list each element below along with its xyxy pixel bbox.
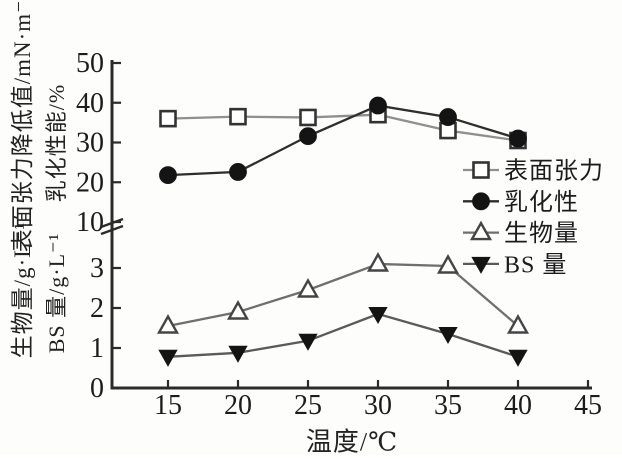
y-tick-label-lower: 2 <box>90 293 104 324</box>
x-tick-label: 35 <box>434 390 462 421</box>
x-axis-label: 温度/℃ <box>305 427 399 457</box>
marker-biomass <box>436 254 460 274</box>
y-tick-label-upper: 30 <box>76 128 104 159</box>
marker-emulsification <box>369 96 387 115</box>
y-tick-label-lower: 3 <box>90 253 104 284</box>
marker-bs-amount <box>508 349 528 367</box>
x-tick-label: 15 <box>154 390 182 421</box>
marker-biomass <box>296 278 320 298</box>
legend-item: BS 量 <box>463 252 567 278</box>
y-tick-label-upper: 50 <box>76 48 104 79</box>
y-tick-label-lower: 1 <box>90 333 104 364</box>
legend-item: 乳化性 <box>463 189 579 216</box>
legend-marker-biomass <box>469 220 493 241</box>
marker-emulsification <box>509 129 527 148</box>
marker-emulsification <box>159 166 177 184</box>
x-tick-label: 45 <box>574 390 602 421</box>
legend-marker-bs-amount <box>471 256 491 274</box>
series-line-emulsification <box>167 104 519 177</box>
legend-label: 表面张力 <box>504 158 604 185</box>
legend-label: 生物量 <box>504 220 579 247</box>
y-tick-label-upper: 10 <box>76 207 104 238</box>
series-surface-tension <box>159 105 527 150</box>
legend-marker-surface-tension <box>472 161 490 179</box>
series-bs-amount <box>158 307 528 367</box>
series-biomass <box>156 252 530 334</box>
marker-biomass <box>226 300 250 320</box>
marker-bs-amount <box>438 327 458 345</box>
y-tick-label-lower: 0 <box>90 373 104 404</box>
marker-emulsification <box>439 108 457 126</box>
y-tick-label-upper: 20 <box>76 167 104 198</box>
series-emulsification <box>159 96 527 184</box>
legend-label: 乳化性 <box>504 189 579 216</box>
marker-surface-tension <box>229 107 247 126</box>
legend-item: 生物量 <box>463 220 579 247</box>
marker-bs-amount <box>228 345 248 363</box>
marker-surface-tension <box>159 109 177 128</box>
y-tick-label-upper: 40 <box>76 88 104 119</box>
marker-emulsification <box>229 163 247 181</box>
marker-bs-amount <box>368 307 388 325</box>
series-line-surface-tension <box>167 113 519 142</box>
legend-marker-emulsification <box>472 192 490 211</box>
x-tick-label: 25 <box>294 390 322 421</box>
series-line-biomass <box>167 262 519 328</box>
legend-item: 表面张力 <box>463 158 604 185</box>
marker-surface-tension <box>299 108 317 127</box>
marker-emulsification <box>299 127 317 146</box>
axis-break-mark <box>100 217 124 229</box>
marker-bs-amount <box>158 349 178 367</box>
x-tick-label: 20 <box>224 390 252 421</box>
marker-biomass <box>506 314 530 334</box>
series-line-bs-amount <box>167 312 519 358</box>
x-tick-label: 40 <box>504 390 532 421</box>
legend-label: BS 量 <box>504 252 567 278</box>
axis-break-mark <box>100 224 124 236</box>
marker-biomass <box>366 252 390 272</box>
marker-biomass <box>156 314 180 334</box>
x-tick-label: 30 <box>364 390 392 421</box>
marker-bs-amount <box>298 333 318 351</box>
